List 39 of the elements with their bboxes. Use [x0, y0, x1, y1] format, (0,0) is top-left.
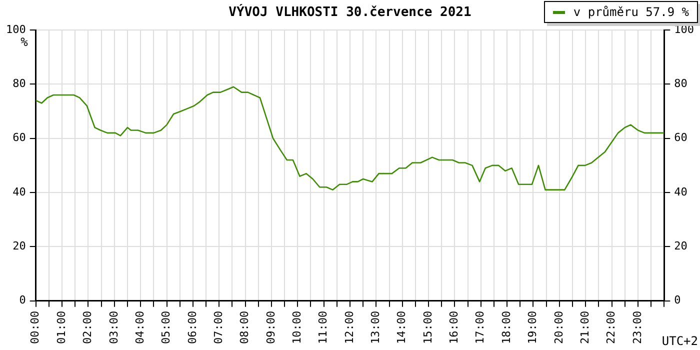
- x-tick-label: 07:00: [212, 310, 225, 344]
- x-tick-label: 23:00: [630, 310, 644, 344]
- x-tick-label: 02:00: [81, 310, 94, 344]
- x-tick-label: 08:00: [238, 310, 252, 344]
- y-tick-label: 80: [12, 77, 26, 90]
- x-tick-label: 12:00: [342, 310, 356, 344]
- y2-tick-label: 20: [674, 240, 688, 253]
- x-tick-label: 16:00: [448, 310, 461, 344]
- x-tick-label: 18:00: [500, 310, 513, 344]
- x-tick-label: 00:00: [28, 310, 42, 344]
- x-tick-label: 11:00: [316, 310, 330, 344]
- x-tick-label: 01:00: [54, 310, 68, 344]
- y2-tick-label: 80: [674, 77, 688, 90]
- x-tick-label: 15:00: [421, 310, 434, 344]
- y-tick-label: 40: [12, 185, 26, 198]
- x-tick-label: 06:00: [186, 310, 199, 344]
- x-tick-label: 20:00: [552, 310, 566, 344]
- x-tick-label: 05:00: [160, 310, 173, 344]
- x-axis-title: UTC+2: [662, 334, 698, 348]
- x-tick-label: 09:00: [264, 310, 278, 344]
- x-tick-label: 04:00: [133, 310, 146, 344]
- x-tick-label: 13:00: [369, 310, 382, 344]
- y-tick-label: 60: [12, 131, 26, 144]
- x-tick-label: 10:00: [290, 310, 304, 344]
- x-tick-label: 03:00: [107, 310, 120, 344]
- x-tick-label: 22:00: [604, 310, 618, 344]
- x-tick-label: 14:00: [395, 310, 408, 344]
- x-tick-label: 17:00: [474, 310, 487, 344]
- y-axis-title: %: [20, 35, 29, 50]
- y2-tick-label: 0: [674, 294, 681, 307]
- x-tick-label: 19:00: [526, 310, 540, 344]
- chart-title: VÝVOJ VLHKOSTI 30.července 2021: [228, 5, 472, 20]
- y-tick-label: 100: [6, 22, 26, 36]
- legend-label: v průměru 57.9 %: [573, 5, 689, 19]
- y2-tick-label: 40: [674, 185, 688, 198]
- y-tick-label: 20: [12, 240, 26, 253]
- y2-tick-label: 60: [674, 131, 688, 144]
- x-tick-label: 21:00: [578, 310, 592, 344]
- y-tick-label: 0: [19, 294, 26, 307]
